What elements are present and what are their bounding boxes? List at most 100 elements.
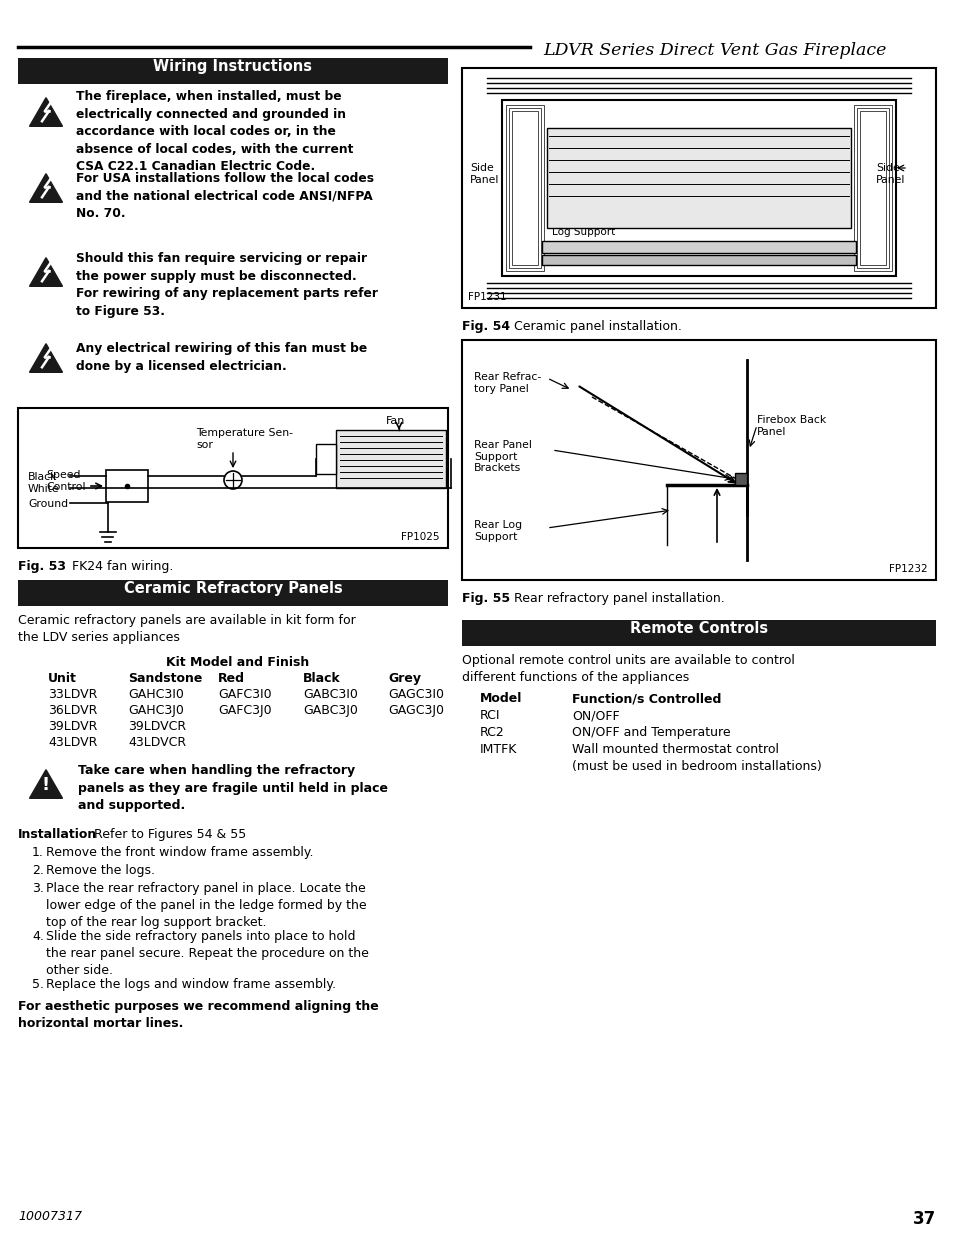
- Text: GAHC3J0: GAHC3J0: [128, 704, 184, 718]
- Text: ON/OFF: ON/OFF: [572, 709, 619, 722]
- Text: Side
Panel: Side Panel: [470, 163, 498, 184]
- Text: 1.: 1.: [32, 846, 44, 860]
- Text: Replace the logs and window frame assembly.: Replace the logs and window frame assemb…: [46, 978, 335, 990]
- Text: Ground: Ground: [28, 499, 68, 509]
- Text: Sandstone: Sandstone: [128, 672, 202, 685]
- Text: Black: Black: [303, 672, 340, 685]
- Polygon shape: [30, 769, 63, 798]
- Text: Rear Refrac-
tory Panel: Rear Refrac- tory Panel: [474, 372, 540, 394]
- Text: GAFC3I0: GAFC3I0: [218, 688, 272, 701]
- Text: Place the rear refractory panel in place. Locate the
lower edge of the panel in : Place the rear refractory panel in place…: [46, 882, 366, 929]
- Text: Wiring Instructions: Wiring Instructions: [153, 59, 313, 74]
- Text: FP1025: FP1025: [401, 532, 439, 542]
- Text: ON/OFF and Temperature: ON/OFF and Temperature: [572, 726, 730, 739]
- Text: Slide the side refractory panels into place to hold
the rear panel secure. Repea: Slide the side refractory panels into pl…: [46, 930, 369, 977]
- Text: Fig. 53: Fig. 53: [18, 559, 66, 573]
- Text: 43LDVR: 43LDVR: [48, 736, 97, 748]
- Text: 39LDVR: 39LDVR: [48, 720, 97, 734]
- Text: 39LDVCR: 39LDVCR: [128, 720, 186, 734]
- Text: Optional remote control units are available to control
different functions of th: Optional remote control units are availa…: [461, 655, 794, 684]
- Text: Log Support: Log Support: [552, 227, 615, 237]
- Bar: [18, 580, 448, 606]
- Text: GAHC3I0: GAHC3I0: [128, 688, 184, 701]
- Text: 10007317: 10007317: [18, 1210, 82, 1223]
- Text: Back Panel: Back Panel: [679, 138, 738, 148]
- Text: Remove the front window frame assembly.: Remove the front window frame assembly.: [46, 846, 314, 860]
- Text: 33LDVR: 33LDVR: [48, 688, 97, 701]
- Bar: [18, 58, 448, 84]
- Text: Kit Model and Finish: Kit Model and Finish: [166, 656, 310, 669]
- Text: RCI: RCI: [479, 709, 500, 722]
- Text: Ceramic Refractory Panels: Ceramic Refractory Panels: [124, 580, 342, 597]
- Text: Remove the logs.: Remove the logs.: [46, 864, 154, 877]
- Text: Remote Controls: Remote Controls: [629, 621, 767, 636]
- Bar: [546, 128, 850, 228]
- Bar: [461, 620, 935, 646]
- Text: GABC3J0: GABC3J0: [303, 704, 357, 718]
- Text: !: !: [42, 776, 50, 794]
- Text: 4.: 4.: [32, 930, 44, 944]
- Polygon shape: [30, 258, 63, 287]
- Text: For USA installations follow the local codes
and the national electrical code AN: For USA installations follow the local c…: [76, 172, 374, 220]
- Text: Red: Red: [218, 672, 245, 685]
- Bar: [512, 111, 537, 266]
- Text: For aesthetic purposes we recommend aligning the
horizontal mortar lines.: For aesthetic purposes we recommend alig…: [18, 1000, 378, 1030]
- Text: Grey: Grey: [388, 672, 420, 685]
- Bar: [461, 340, 935, 580]
- Text: Function/s Controlled: Function/s Controlled: [572, 692, 720, 705]
- Text: Ceramic refractory panels are available in kit form for
the LDV series appliance: Ceramic refractory panels are available …: [18, 614, 355, 643]
- Text: RC2: RC2: [479, 726, 504, 739]
- Text: Unit: Unit: [48, 672, 77, 685]
- Text: 2.: 2.: [32, 864, 44, 877]
- Text: FP1232: FP1232: [888, 564, 927, 574]
- Text: 3.: 3.: [32, 882, 44, 895]
- Text: LDVR Series Direct Vent Gas Fireplace: LDVR Series Direct Vent Gas Fireplace: [542, 42, 885, 59]
- Text: GABC3I0: GABC3I0: [303, 688, 357, 701]
- Text: 36LDVR: 36LDVR: [48, 704, 97, 718]
- Bar: [734, 473, 746, 485]
- Text: GAGC3I0: GAGC3I0: [388, 688, 443, 701]
- Text: Temperature Sen-
sor: Temperature Sen- sor: [195, 429, 293, 450]
- Bar: [335, 430, 446, 488]
- Text: FP1231: FP1231: [468, 291, 506, 303]
- Text: Rear refractory panel installation.: Rear refractory panel installation.: [505, 592, 724, 605]
- Text: 5.: 5.: [32, 978, 44, 990]
- Text: Take care when handling the refractory
panels as they are fragile until held in : Take care when handling the refractory p…: [78, 764, 388, 811]
- Bar: [856, 107, 888, 268]
- Text: The fireplace, when installed, must be
electrically connected and grounded in
ac: The fireplace, when installed, must be e…: [76, 90, 353, 173]
- Text: Fan: Fan: [386, 416, 405, 426]
- Bar: [315, 445, 335, 474]
- Text: 43LDVCR: 43LDVCR: [128, 736, 186, 748]
- Text: Firebox Back
Panel: Firebox Back Panel: [757, 415, 825, 437]
- Text: Speed
Control: Speed Control: [46, 471, 86, 492]
- Text: Fig. 54: Fig. 54: [461, 320, 510, 333]
- Bar: [106, 471, 148, 501]
- Text: Black: Black: [28, 472, 57, 482]
- Bar: [541, 241, 855, 253]
- Text: 37: 37: [912, 1210, 935, 1228]
- Polygon shape: [30, 98, 63, 126]
- Bar: [461, 68, 935, 308]
- Text: Side
Panel: Side Panel: [875, 163, 904, 184]
- Text: Burner Tray: Burner Tray: [552, 243, 612, 253]
- Text: Any electrical rewiring of this fan must be
done by a licensed electrician.: Any electrical rewiring of this fan must…: [76, 342, 367, 373]
- Text: Fig. 55: Fig. 55: [461, 592, 510, 605]
- Bar: [541, 254, 855, 266]
- Text: FK24 fan wiring.: FK24 fan wiring.: [64, 559, 173, 573]
- Bar: [853, 105, 891, 270]
- Bar: [505, 105, 543, 270]
- Polygon shape: [30, 174, 63, 203]
- Bar: [501, 100, 895, 275]
- Text: IMTFK: IMTFK: [479, 743, 517, 756]
- Text: Refer to Figures 54 & 55: Refer to Figures 54 & 55: [90, 827, 246, 841]
- Text: Wall mounted thermostat control
(must be used in bedroom installations): Wall mounted thermostat control (must be…: [572, 743, 821, 773]
- Text: White: White: [28, 484, 59, 494]
- Text: Installation: Installation: [18, 827, 97, 841]
- Polygon shape: [30, 343, 63, 372]
- Text: Ceramic panel installation.: Ceramic panel installation.: [505, 320, 681, 333]
- Bar: [509, 107, 540, 268]
- Text: Model: Model: [479, 692, 522, 705]
- Bar: [18, 408, 448, 548]
- Bar: [859, 111, 885, 266]
- Text: Should this fan require servicing or repair
the power supply must be disconnecte: Should this fan require servicing or rep…: [76, 252, 377, 317]
